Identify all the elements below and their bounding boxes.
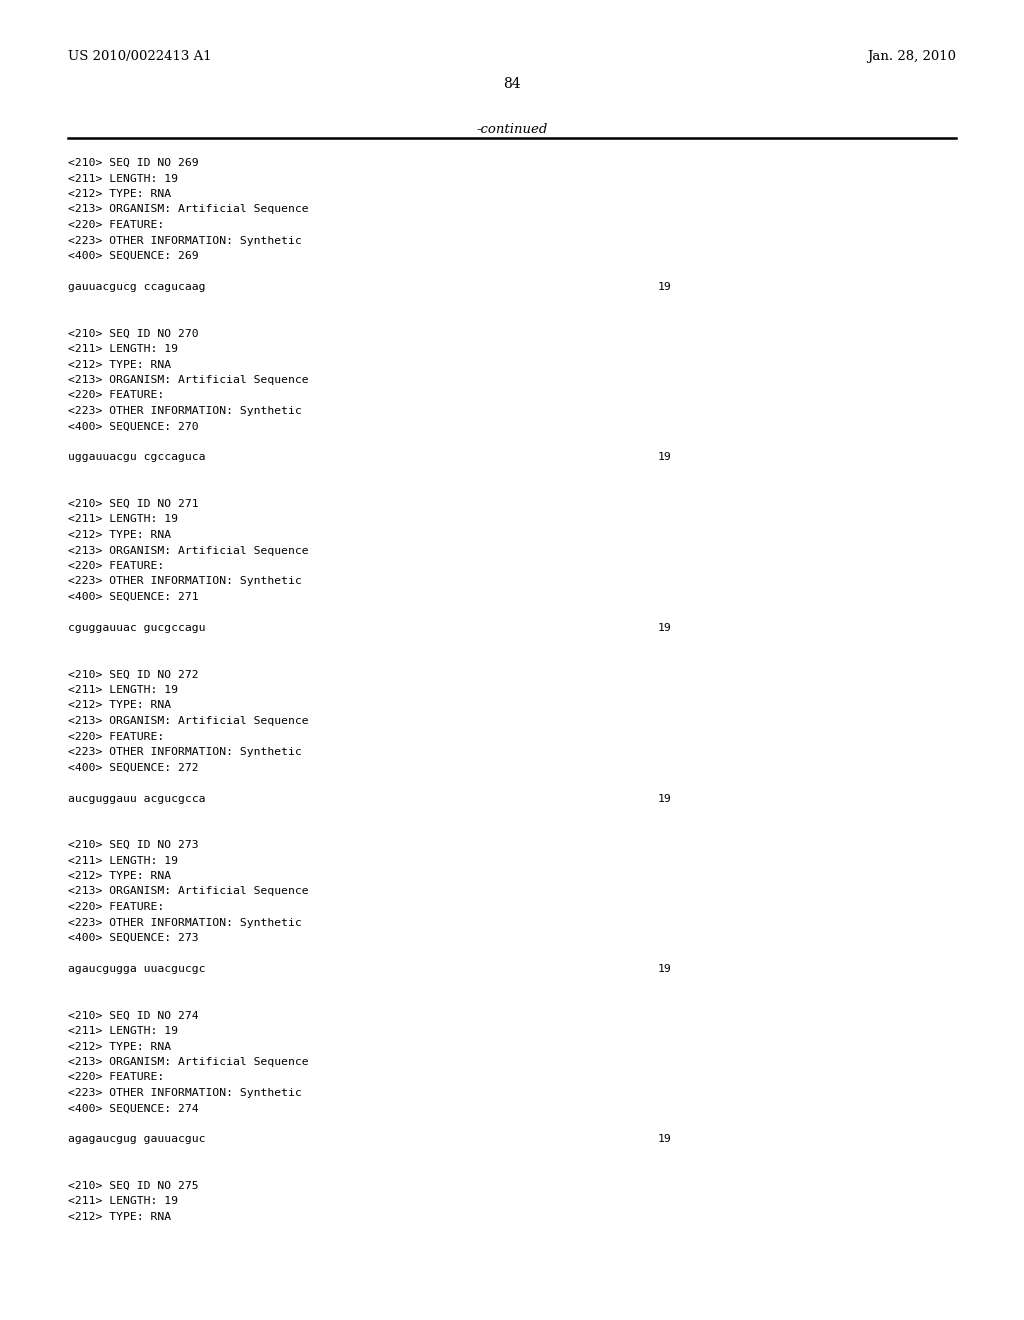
Text: <212> TYPE: RNA: <212> TYPE: RNA [68, 359, 171, 370]
Text: <210> SEQ ID NO 275: <210> SEQ ID NO 275 [68, 1181, 199, 1191]
Text: <210> SEQ ID NO 269: <210> SEQ ID NO 269 [68, 158, 199, 168]
Text: <223> OTHER INFORMATION: Synthetic: <223> OTHER INFORMATION: Synthetic [68, 235, 302, 246]
Text: 19: 19 [658, 793, 672, 804]
Text: <212> TYPE: RNA: <212> TYPE: RNA [68, 189, 171, 199]
Text: <213> ORGANISM: Artificial Sequence: <213> ORGANISM: Artificial Sequence [68, 545, 308, 556]
Text: <213> ORGANISM: Artificial Sequence: <213> ORGANISM: Artificial Sequence [68, 1057, 308, 1067]
Text: Jan. 28, 2010: Jan. 28, 2010 [867, 50, 956, 63]
Text: <211> LENGTH: 19: <211> LENGTH: 19 [68, 855, 178, 866]
Text: <220> FEATURE:: <220> FEATURE: [68, 1072, 164, 1082]
Text: aucguggauu acgucgcca: aucguggauu acgucgcca [68, 793, 206, 804]
Text: <213> ORGANISM: Artificial Sequence: <213> ORGANISM: Artificial Sequence [68, 375, 308, 385]
Text: agagaucgug gauuacguc: agagaucgug gauuacguc [68, 1134, 206, 1144]
Text: <400> SEQUENCE: 271: <400> SEQUENCE: 271 [68, 591, 199, 602]
Text: <212> TYPE: RNA: <212> TYPE: RNA [68, 701, 171, 710]
Text: <211> LENGTH: 19: <211> LENGTH: 19 [68, 345, 178, 354]
Text: <212> TYPE: RNA: <212> TYPE: RNA [68, 871, 171, 880]
Text: <223> OTHER INFORMATION: Synthetic: <223> OTHER INFORMATION: Synthetic [68, 747, 302, 756]
Text: <210> SEQ ID NO 274: <210> SEQ ID NO 274 [68, 1011, 199, 1020]
Text: <220> FEATURE:: <220> FEATURE: [68, 731, 164, 742]
Text: <210> SEQ ID NO 271: <210> SEQ ID NO 271 [68, 499, 199, 510]
Text: 84: 84 [503, 77, 521, 91]
Text: <400> SEQUENCE: 273: <400> SEQUENCE: 273 [68, 933, 199, 942]
Text: <212> TYPE: RNA: <212> TYPE: RNA [68, 1041, 171, 1052]
Text: <400> SEQUENCE: 270: <400> SEQUENCE: 270 [68, 421, 199, 432]
Text: <213> ORGANISM: Artificial Sequence: <213> ORGANISM: Artificial Sequence [68, 887, 308, 896]
Text: 19: 19 [658, 1134, 672, 1144]
Text: <213> ORGANISM: Artificial Sequence: <213> ORGANISM: Artificial Sequence [68, 715, 308, 726]
Text: uggauuacgu cgccaguca: uggauuacgu cgccaguca [68, 453, 206, 462]
Text: 19: 19 [658, 623, 672, 634]
Text: <212> TYPE: RNA: <212> TYPE: RNA [68, 531, 171, 540]
Text: gauuacgucg ccagucaag: gauuacgucg ccagucaag [68, 282, 206, 292]
Text: <223> OTHER INFORMATION: Synthetic: <223> OTHER INFORMATION: Synthetic [68, 407, 302, 416]
Text: <220> FEATURE:: <220> FEATURE: [68, 902, 164, 912]
Text: <220> FEATURE:: <220> FEATURE: [68, 220, 164, 230]
Text: <223> OTHER INFORMATION: Synthetic: <223> OTHER INFORMATION: Synthetic [68, 917, 302, 928]
Text: cguggauuac gucgccagu: cguggauuac gucgccagu [68, 623, 206, 634]
Text: <211> LENGTH: 19: <211> LENGTH: 19 [68, 515, 178, 524]
Text: <210> SEQ ID NO 272: <210> SEQ ID NO 272 [68, 669, 199, 680]
Text: agaucgugga uuacgucgc: agaucgugga uuacgucgc [68, 964, 206, 974]
Text: <220> FEATURE:: <220> FEATURE: [68, 391, 164, 400]
Text: 19: 19 [658, 964, 672, 974]
Text: <400> SEQUENCE: 274: <400> SEQUENCE: 274 [68, 1104, 199, 1114]
Text: <211> LENGTH: 19: <211> LENGTH: 19 [68, 685, 178, 696]
Text: 19: 19 [658, 453, 672, 462]
Text: <220> FEATURE:: <220> FEATURE: [68, 561, 164, 572]
Text: <211> LENGTH: 19: <211> LENGTH: 19 [68, 1026, 178, 1036]
Text: <223> OTHER INFORMATION: Synthetic: <223> OTHER INFORMATION: Synthetic [68, 1088, 302, 1098]
Text: 19: 19 [658, 282, 672, 292]
Text: <400> SEQUENCE: 269: <400> SEQUENCE: 269 [68, 251, 199, 261]
Text: <213> ORGANISM: Artificial Sequence: <213> ORGANISM: Artificial Sequence [68, 205, 308, 214]
Text: <210> SEQ ID NO 270: <210> SEQ ID NO 270 [68, 329, 199, 338]
Text: <211> LENGTH: 19: <211> LENGTH: 19 [68, 173, 178, 183]
Text: <223> OTHER INFORMATION: Synthetic: <223> OTHER INFORMATION: Synthetic [68, 577, 302, 586]
Text: <212> TYPE: RNA: <212> TYPE: RNA [68, 1212, 171, 1222]
Text: <210> SEQ ID NO 273: <210> SEQ ID NO 273 [68, 840, 199, 850]
Text: <400> SEQUENCE: 272: <400> SEQUENCE: 272 [68, 763, 199, 772]
Text: -continued: -continued [476, 123, 548, 136]
Text: <211> LENGTH: 19: <211> LENGTH: 19 [68, 1196, 178, 1206]
Text: US 2010/0022413 A1: US 2010/0022413 A1 [68, 50, 212, 63]
